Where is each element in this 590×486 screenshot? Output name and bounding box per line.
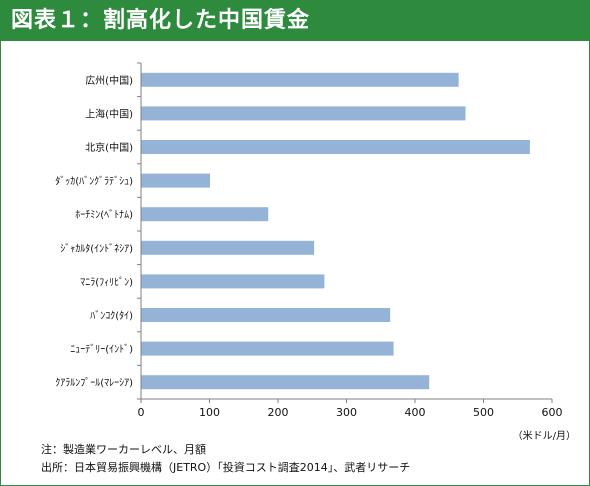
bar — [141, 341, 394, 356]
tick-label: 100 — [199, 406, 220, 419]
bar — [141, 72, 459, 87]
category-label: 広州(中国) — [85, 74, 133, 87]
bar — [141, 308, 391, 322]
bar — [141, 375, 430, 390]
tick-label: 500 — [473, 406, 494, 419]
bar — [141, 274, 325, 289]
bar — [141, 140, 530, 154]
bar — [141, 173, 210, 188]
bar — [141, 207, 269, 222]
tick-label: 200 — [268, 406, 289, 419]
category-label: ｼﾞｬｶﾙﾀ(ｲﾝﾄﾞﾈｼｱ) — [60, 243, 133, 255]
category-label: ﾀﾞｯｶ(ﾊﾞﾝｸﾞﾗﾃﾞｼｭ) — [55, 176, 133, 188]
chart-note: 注：製造業ワーカーレベル、月額 — [41, 443, 206, 456]
category-label: ﾎｰﾁﾐﾝ(ﾍﾞﾄﾅﾑ) — [75, 209, 133, 221]
category-label: 北京(中国) — [85, 141, 133, 154]
category-label: ﾆｭｰﾃﾞﾘｰ(ｲﾝﾄﾞ) — [70, 344, 133, 356]
tick-label: 0 — [138, 406, 145, 419]
tick-label: 600 — [542, 406, 563, 419]
category-label: 上海(中国) — [85, 107, 133, 120]
x-axis-label: （米ドル/月） — [513, 429, 576, 441]
bar-chart: 広州(中国) 上海(中国) 北京(中国) ﾀﾞｯｶ(ﾊﾞﾝｸﾞﾗﾃﾞｼｭ) ﾎｰﾁﾐﾝ(… — [55, 62, 576, 441]
category-label: ﾏﾆﾗ(ﾌｨﾘﾋﾟﾝ) — [80, 276, 133, 288]
chart-source: 出所：日本貿易振興機構（JETRO）「投資コスト調査2014」、武者リサーチ — [41, 461, 411, 474]
tick-label: 400 — [405, 406, 426, 419]
category-label: ﾊﾞﾝｺｸ(ﾀｲ) — [90, 310, 133, 322]
category-label: ｸｱﾗﾙﾝﾌﾟｰﾙ(ﾏﾚｰｼｱ) — [55, 377, 133, 389]
bar — [141, 106, 466, 121]
tick-label: 300 — [336, 406, 357, 419]
bar — [141, 240, 315, 255]
chart-title: 図表１：割高化した中国賃金 — [1, 1, 589, 41]
